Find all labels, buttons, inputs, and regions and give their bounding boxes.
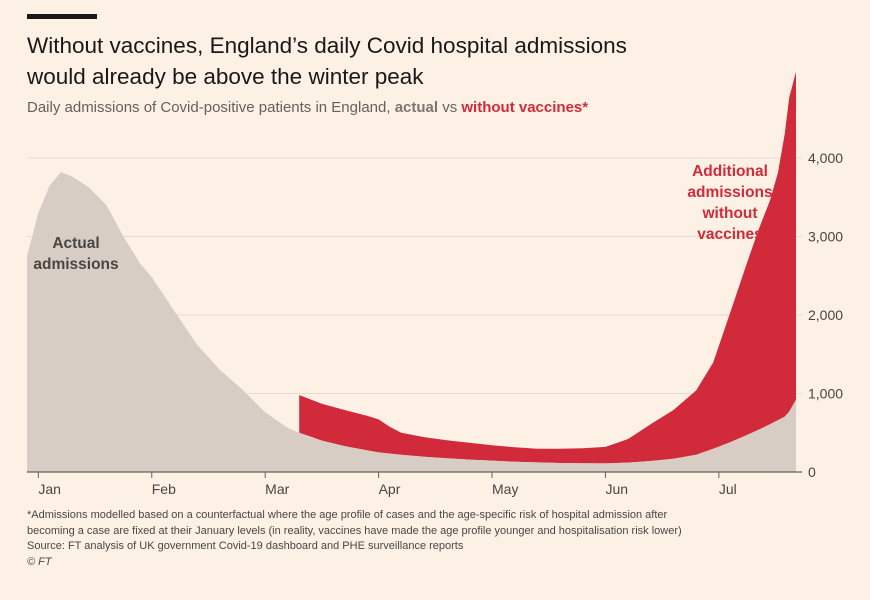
chart-title: Without vaccines, England’s daily Covid …: [27, 30, 847, 92]
footnote: *Admissions modelled based on a counterf…: [27, 508, 857, 570]
without-vaccines-annotation: vaccines: [697, 226, 763, 243]
y-tick-label: 1,000: [808, 386, 843, 402]
subtitle-without-vaccines: without vaccines*: [461, 99, 589, 116]
subtitle-vs: vs: [442, 99, 458, 116]
x-tick-label: Jul: [719, 481, 737, 497]
chart-subtitle: Daily admissions of Covid-positive patie…: [27, 99, 588, 116]
x-tick-label: Apr: [379, 481, 401, 497]
title-line-1: Without vaccines, England’s daily Covid …: [27, 33, 627, 58]
without-vaccines-area: [299, 71, 796, 464]
subtitle-actual: actual: [394, 99, 439, 116]
top-rule: [27, 14, 97, 19]
footnote-line-2: becoming a case are fixed at their Janua…: [27, 524, 682, 537]
area-series: [27, 71, 796, 472]
axes: 0 1,000 2,000 3,000 4,000 Jan Feb Mar Apr May Jun J…: [27, 150, 843, 497]
actual-annotation: Actual: [52, 235, 99, 252]
x-tick-label: Feb: [152, 481, 176, 497]
copyright: © FT: [27, 555, 52, 568]
footnote-line-1: *Admissions modelled based on a counterf…: [27, 509, 668, 521]
x-tick-label: Jan: [38, 481, 61, 497]
x-tick-label: Mar: [265, 481, 289, 497]
source-note: Source: FT analysis of UK government Cov…: [27, 540, 464, 552]
actual-annotation: admissions: [33, 256, 118, 273]
title-line-2: would already be above the winter peak: [27, 64, 424, 89]
without-vaccines-annotation: admissions: [687, 184, 772, 201]
x-tick-label: May: [492, 481, 518, 497]
actual-admissions-area: [27, 172, 796, 472]
y-tick-label: 4,000: [808, 150, 843, 166]
subtitle-prefix: Daily admissions of Covid-positive patie…: [27, 99, 391, 116]
y-tick-label: 0: [808, 464, 816, 480]
y-tick-label: 2,000: [808, 307, 843, 323]
y-tick-label: 3,000: [808, 229, 843, 245]
x-tick-label: Jun: [605, 481, 628, 497]
annotations: Actual admissions Additional admissions with…: [33, 163, 772, 273]
without-vaccines-annotation: without: [701, 205, 757, 222]
without-vaccines-annotation: Additional: [692, 163, 768, 180]
